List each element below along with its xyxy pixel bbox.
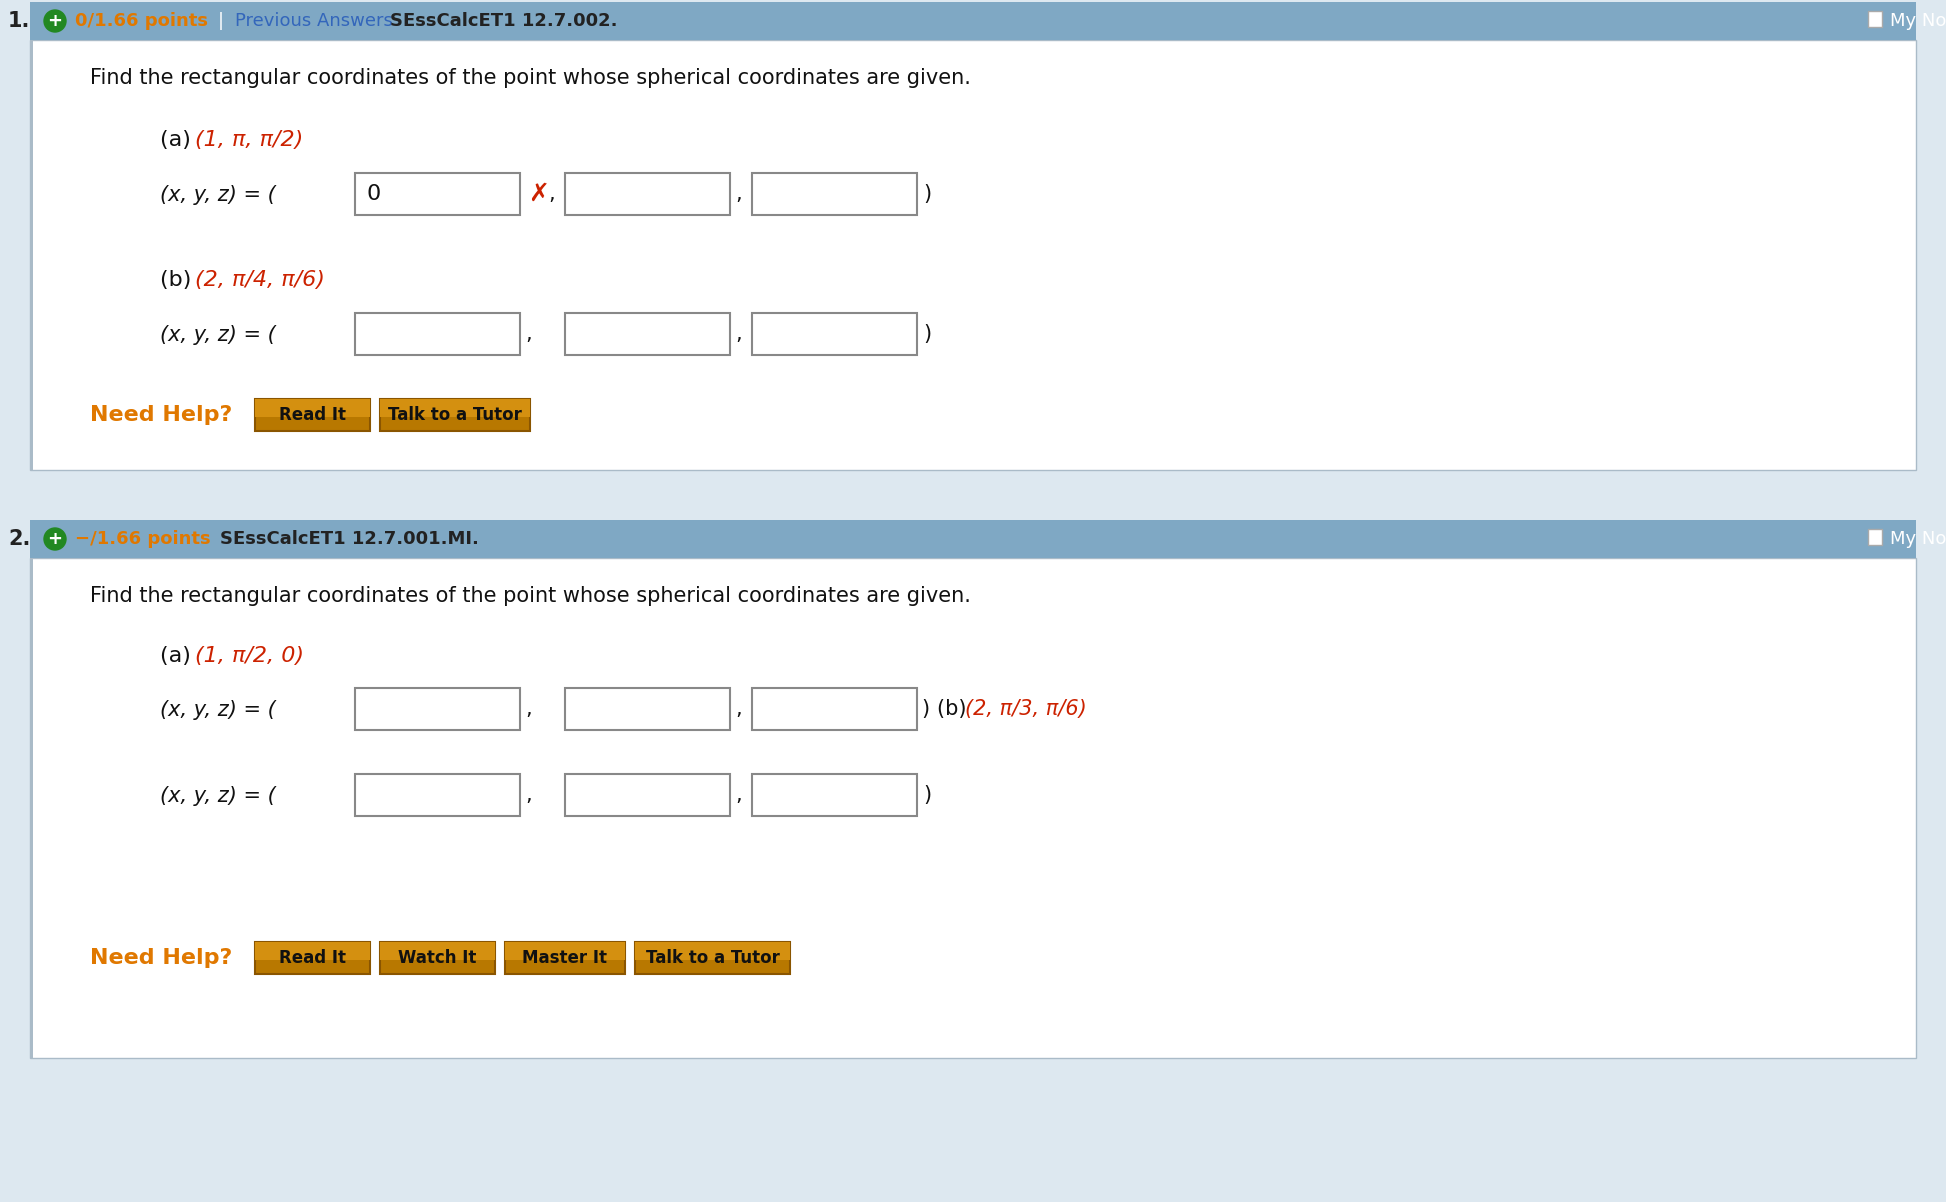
Text: +: + [47,530,62,548]
Text: ,: , [736,325,741,344]
Text: ,: , [549,184,555,204]
Text: ): ) [922,325,930,344]
Bar [379,399,529,432]
Text: ): ) [922,184,930,204]
Text: (a): (a) [160,645,198,666]
Bar [29,558,33,1058]
Text: Read It: Read It [278,406,346,424]
Bar [29,40,1917,470]
Text: −/1.66 points: −/1.66 points [76,530,210,548]
Text: (x, y, z) = (: (x, y, z) = ( [160,700,282,720]
Text: (x, y, z) = (: (x, y, z) = ( [160,185,282,206]
Text: ): ) [922,700,936,719]
Bar [354,774,520,816]
Text: ,: , [736,785,741,805]
Text: ,: , [525,785,531,805]
Text: (x, y, z) = (: (x, y, z) = ( [160,325,282,345]
Text: ,: , [525,700,531,719]
Text: (2, π/4, π/6): (2, π/4, π/6) [195,270,325,290]
Text: (a): (a) [160,130,198,150]
Text: Need Help?: Need Help? [90,948,232,968]
Text: Previous Answers: Previous Answers [235,12,393,30]
Bar [564,688,730,730]
Text: Talk to a Tutor: Talk to a Tutor [387,406,522,424]
Bar [379,399,529,417]
Text: Need Help?: Need Help? [90,405,232,426]
Text: 1.: 1. [8,11,31,31]
Bar [564,774,730,816]
Text: (2, π/3, π/6): (2, π/3, π/6) [965,700,1086,719]
Bar [751,688,917,730]
Text: 0: 0 [368,184,381,204]
Text: +: + [47,12,62,30]
Bar [29,2,1917,40]
Text: Find the rectangular coordinates of the point whose spherical coordinates are gi: Find the rectangular coordinates of the … [90,587,971,606]
Text: ,: , [736,700,741,719]
Text: SEssCalcET1 12.7.002.: SEssCalcET1 12.7.002. [389,12,617,30]
Text: (b): (b) [938,700,973,719]
Bar [255,399,370,432]
Bar [506,942,625,974]
Bar [255,942,370,959]
Bar [255,399,370,417]
Text: SEssCalcET1 12.7.001.MI.: SEssCalcET1 12.7.001.MI. [220,530,479,548]
Text: ,: , [525,325,531,344]
Text: My Notes: My Notes [1890,530,1946,548]
Bar [751,313,917,355]
Bar [634,942,790,959]
Bar [564,173,730,215]
Text: Talk to a Tutor: Talk to a Tutor [646,950,780,966]
Bar [379,942,494,974]
Text: 2.: 2. [8,529,31,549]
Text: (b): (b) [160,270,198,290]
Bar [29,558,1917,1058]
Text: |: | [218,12,224,30]
Bar [564,313,730,355]
Bar [751,173,917,215]
Text: ,: , [736,184,741,204]
Text: Read It: Read It [278,950,346,966]
Bar [379,942,494,959]
Text: (1, π/2, 0): (1, π/2, 0) [195,645,304,666]
Text: Master It: Master It [522,950,607,966]
Bar [1868,529,1882,545]
Text: ): ) [922,785,930,805]
Text: ✗: ✗ [527,182,549,206]
Bar [29,40,33,470]
Bar [751,774,917,816]
Circle shape [45,10,66,32]
Circle shape [45,528,66,551]
Bar [506,942,625,959]
Text: Find the rectangular coordinates of the point whose spherical coordinates are gi: Find the rectangular coordinates of the … [90,69,971,88]
Bar [29,520,1917,558]
Text: Watch It: Watch It [399,950,477,966]
Text: (1, π, π/2): (1, π, π/2) [195,130,304,150]
Text: 0/1.66 points: 0/1.66 points [76,12,208,30]
Bar [255,942,370,974]
Bar [354,688,520,730]
Bar [354,173,520,215]
Bar [1868,11,1882,26]
Text: My Notes: My Notes [1890,12,1946,30]
Text: (x, y, z) = (: (x, y, z) = ( [160,786,282,807]
Bar [634,942,790,974]
Bar [354,313,520,355]
